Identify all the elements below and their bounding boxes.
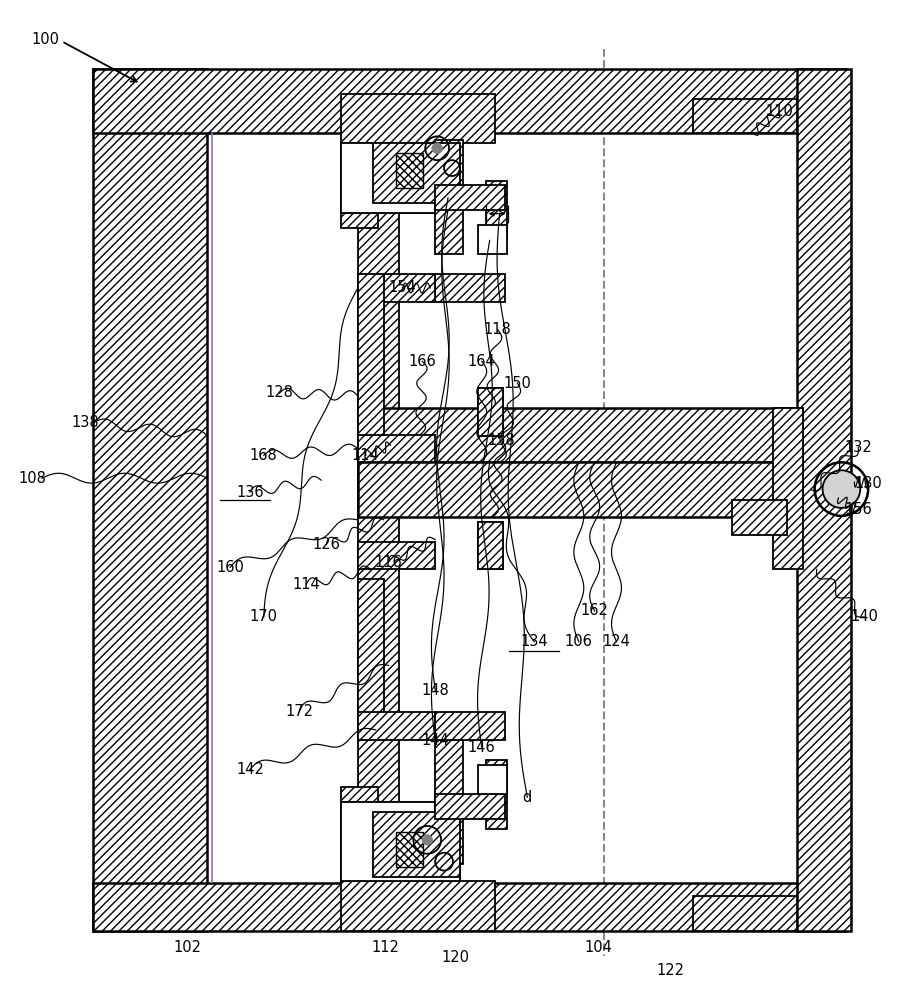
Bar (341, 94, 495, 143)
Text: 114: 114 (293, 577, 320, 592)
Bar (358, 274, 435, 302)
Bar (358, 176, 400, 864)
Text: 112: 112 (371, 940, 400, 955)
Bar (341, 143, 460, 213)
Text: 128: 128 (265, 385, 294, 400)
Text: 102: 102 (173, 940, 201, 955)
Text: 162: 162 (581, 603, 609, 618)
Bar (435, 740, 463, 864)
Text: 108: 108 (18, 471, 46, 486)
Bar (773, 408, 803, 569)
Bar (693, 99, 796, 133)
Bar (396, 153, 423, 188)
Bar (796, 69, 852, 931)
Text: 148: 148 (421, 683, 449, 698)
Text: 156: 156 (844, 502, 872, 517)
Text: 104: 104 (584, 940, 612, 955)
Text: 154: 154 (389, 280, 417, 295)
Bar (477, 388, 503, 436)
Bar (693, 896, 796, 931)
Text: 164: 164 (467, 354, 496, 369)
Bar (341, 787, 378, 881)
Bar (93, 69, 846, 133)
Text: 130: 130 (854, 476, 882, 491)
Text: 132: 132 (844, 440, 872, 455)
Bar (372, 812, 460, 877)
Text: 138: 138 (72, 415, 100, 430)
Bar (358, 579, 383, 740)
Text: 136: 136 (236, 485, 264, 500)
Text: 146: 146 (467, 740, 496, 755)
Text: 166: 166 (409, 354, 436, 369)
Text: 158: 158 (487, 433, 516, 448)
Text: 134: 134 (520, 634, 548, 649)
Bar (358, 542, 435, 569)
Bar (435, 185, 505, 210)
Bar (435, 140, 463, 254)
Bar (358, 462, 802, 517)
Bar (358, 712, 435, 740)
Text: 118: 118 (484, 322, 512, 337)
Text: 126: 126 (313, 537, 340, 552)
Text: 168: 168 (250, 448, 277, 463)
Text: 124: 124 (602, 634, 631, 649)
Text: 160: 160 (217, 560, 244, 575)
Circle shape (422, 835, 432, 845)
Bar (435, 274, 505, 302)
Text: 106: 106 (565, 634, 593, 649)
Bar (341, 802, 460, 881)
Text: 110: 110 (765, 104, 793, 119)
Text: 100: 100 (32, 32, 60, 47)
Bar (93, 69, 207, 931)
Bar (435, 712, 505, 740)
Text: d: d (523, 790, 532, 805)
Bar (477, 522, 503, 569)
Bar (477, 765, 507, 794)
Bar (341, 143, 378, 228)
Bar (435, 794, 505, 819)
Text: 116: 116 (375, 555, 402, 570)
Text: 140: 140 (850, 609, 878, 624)
Text: 142: 142 (236, 762, 264, 777)
Bar (358, 274, 383, 435)
Bar (358, 435, 435, 462)
Circle shape (432, 143, 442, 153)
Text: 114: 114 (352, 448, 380, 463)
Bar (732, 500, 787, 535)
Bar (341, 881, 495, 931)
Bar (396, 832, 423, 867)
Bar (477, 225, 507, 254)
Text: 144: 144 (421, 733, 449, 748)
Bar (486, 760, 507, 829)
Bar (477, 388, 503, 436)
Text: 170: 170 (250, 609, 278, 624)
Text: 172: 172 (285, 704, 313, 719)
Bar (486, 181, 507, 240)
Text: 150: 150 (504, 376, 531, 391)
Bar (358, 408, 802, 462)
Bar (477, 522, 503, 569)
Bar (93, 883, 846, 931)
Circle shape (823, 470, 860, 508)
Bar (372, 143, 460, 203)
Bar (341, 143, 460, 213)
Bar (341, 802, 460, 881)
Text: 120: 120 (441, 950, 469, 965)
Text: 122: 122 (656, 963, 684, 978)
